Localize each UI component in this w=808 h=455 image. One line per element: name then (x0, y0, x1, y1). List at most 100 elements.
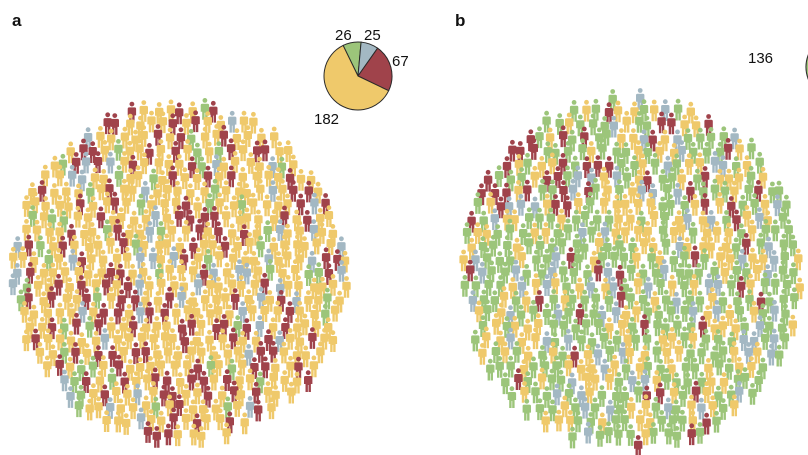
person-icon (590, 368, 600, 391)
person-icon (100, 384, 109, 407)
person-icon (768, 181, 777, 204)
person-icon (486, 191, 495, 214)
person-icon (761, 219, 770, 241)
person-icon (712, 221, 722, 243)
person-icon (114, 410, 123, 433)
person-icon (286, 328, 295, 350)
person-icon (165, 127, 175, 150)
person-icon (158, 111, 168, 134)
person-icon (531, 381, 540, 404)
person-icon (263, 220, 272, 242)
person-icon (107, 368, 117, 390)
person-icon (328, 274, 338, 296)
person-icon (669, 250, 678, 273)
person-icon (680, 195, 689, 217)
person-icon (193, 382, 202, 405)
person-icon (113, 329, 122, 352)
person-icon (690, 194, 700, 216)
person-icon (755, 207, 764, 229)
person-icon (564, 302, 573, 324)
person-icon (730, 394, 739, 417)
pie-b-label-green: 136 (748, 50, 773, 67)
person-icon (177, 286, 186, 308)
person-icon (90, 167, 100, 190)
person-icon (605, 340, 614, 362)
person-icon (133, 165, 143, 188)
person-icon (106, 397, 115, 419)
person-icon (608, 276, 618, 299)
person-icon (148, 247, 158, 270)
person-icon (616, 286, 626, 308)
person-icon (666, 300, 676, 323)
person-icon (214, 221, 223, 244)
person-icon (193, 142, 202, 165)
person-icon (583, 264, 592, 287)
person-icon (169, 246, 178, 268)
person-icon (735, 380, 744, 403)
person-icon (790, 287, 799, 310)
person-icon (44, 249, 53, 271)
person-icon (620, 409, 629, 432)
person-icon (256, 235, 265, 258)
person-icon (326, 233, 335, 255)
person-icon (141, 341, 150, 364)
person-icon (123, 276, 133, 299)
person-icon (731, 318, 740, 341)
person-icon (504, 196, 514, 219)
person-icon (151, 205, 160, 227)
person-icon (749, 300, 759, 323)
person-icon (720, 262, 730, 284)
person-icon (653, 314, 662, 337)
person-icon (106, 232, 115, 254)
person-icon (286, 355, 295, 378)
person-icon (750, 193, 759, 215)
person-icon (638, 289, 648, 311)
person-icon (312, 232, 321, 255)
person-icon (640, 232, 649, 255)
person-icon (557, 232, 567, 255)
person-icon (729, 341, 739, 363)
person-icon (248, 299, 257, 322)
person-icon (695, 422, 705, 444)
person-icon (167, 220, 177, 242)
person-icon (168, 328, 177, 350)
person-icon (18, 246, 27, 268)
person-icon (97, 178, 106, 201)
person-icon (227, 165, 236, 188)
person-icon (629, 128, 638, 150)
person-icon (310, 192, 319, 215)
person-icon (680, 275, 689, 298)
person-icon (691, 115, 701, 138)
person-icon (489, 234, 498, 257)
person-icon (304, 370, 313, 392)
person-icon (201, 289, 210, 312)
person-icon (761, 328, 770, 350)
person-icon (125, 327, 134, 350)
person-icon (269, 367, 278, 389)
person-icon (569, 100, 579, 122)
person-icon (677, 140, 686, 162)
person-icon (31, 328, 40, 351)
person-icon (96, 206, 106, 229)
person-icon (175, 102, 184, 125)
person-icon (226, 138, 236, 161)
person-icon (221, 287, 230, 310)
person-icon (222, 205, 231, 228)
person-icon (553, 166, 563, 188)
person-icon (162, 233, 171, 256)
panel-a: a 26 25 67 182 (8, 11, 409, 448)
person-icon (555, 113, 564, 135)
person-icon (24, 287, 33, 310)
person-icon (680, 300, 689, 322)
person-icon (612, 301, 621, 324)
person-icon (128, 263, 137, 286)
person-icon (103, 191, 112, 214)
person-icon (666, 194, 675, 216)
person-icon (523, 179, 532, 202)
person-icon (715, 353, 724, 376)
person-icon (680, 326, 689, 349)
person-icon (702, 381, 711, 403)
person-icon (502, 156, 512, 178)
person-icon (490, 290, 499, 313)
person-icon (597, 246, 607, 269)
